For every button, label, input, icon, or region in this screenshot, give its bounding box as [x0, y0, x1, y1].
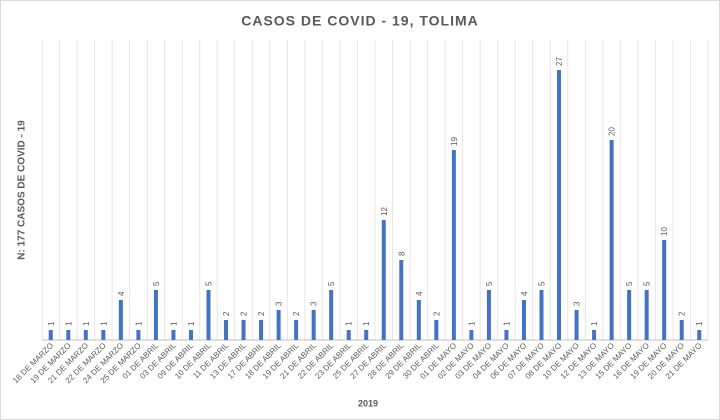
- bar: [679, 320, 684, 340]
- bar: [294, 320, 299, 340]
- value-label: 2: [240, 311, 249, 316]
- bar: [83, 330, 88, 340]
- value-label: 5: [152, 281, 161, 286]
- bar: [364, 330, 369, 340]
- y-axis-label: N: 177 CASOS DE COVID - 19: [17, 120, 28, 260]
- value-label: 3: [310, 301, 319, 306]
- value-label: 2: [257, 311, 266, 316]
- value-label: 2: [432, 311, 441, 316]
- value-label: 19: [450, 137, 459, 146]
- value-label: 12: [380, 207, 389, 216]
- value-label: 4: [415, 291, 424, 296]
- bar: [557, 70, 562, 340]
- bar: [451, 150, 456, 340]
- bar: [206, 290, 211, 340]
- value-label: 1: [99, 321, 108, 326]
- value-label: 5: [538, 281, 547, 286]
- value-label: 1: [502, 321, 511, 326]
- bar: [346, 330, 351, 340]
- bar: [399, 260, 404, 340]
- value-label: 10: [660, 227, 669, 236]
- value-label: 5: [327, 281, 336, 286]
- bar: [118, 300, 123, 340]
- bar: [662, 240, 667, 340]
- bar: [627, 290, 632, 340]
- value-label: 1: [47, 321, 56, 326]
- bar: [434, 320, 439, 340]
- x-axis-label: 2019: [358, 398, 378, 408]
- bar: [504, 330, 509, 340]
- bar: [609, 140, 614, 340]
- bar: [329, 290, 334, 340]
- bar: [259, 320, 264, 340]
- value-label: 5: [625, 281, 634, 286]
- bar: [574, 310, 579, 340]
- value-label: 4: [520, 291, 529, 296]
- bar: [416, 300, 421, 340]
- bar: [224, 320, 229, 340]
- bar: [188, 330, 193, 340]
- bar: [697, 330, 702, 340]
- bar: [153, 290, 158, 340]
- value-label: 27: [555, 57, 564, 66]
- value-label: 5: [205, 281, 214, 286]
- bar: [66, 330, 71, 340]
- value-label: 5: [643, 281, 652, 286]
- value-label: 1: [64, 321, 73, 326]
- bar: [171, 330, 176, 340]
- value-label: 20: [608, 127, 617, 136]
- bar: [136, 330, 141, 340]
- value-label: 1: [467, 321, 476, 326]
- bar: [48, 330, 53, 340]
- bar: [311, 310, 316, 340]
- value-label: 3: [275, 301, 284, 306]
- value-label: 1: [345, 321, 354, 326]
- value-label: 1: [169, 321, 178, 326]
- bar: [521, 300, 526, 340]
- value-label: 4: [117, 291, 126, 296]
- bar: [381, 220, 386, 340]
- bar: [241, 320, 246, 340]
- bar: [101, 330, 106, 340]
- value-label: 2: [222, 311, 231, 316]
- bar: [644, 290, 649, 340]
- bar: [592, 330, 597, 340]
- value-label: 1: [362, 321, 371, 326]
- bar: [469, 330, 474, 340]
- value-label: 3: [573, 301, 582, 306]
- value-label: 5: [485, 281, 494, 286]
- value-label: 2: [678, 311, 687, 316]
- bar: [276, 310, 281, 340]
- value-label: 1: [82, 321, 91, 326]
- value-label: 8: [397, 251, 406, 256]
- chart-title: CASOS DE COVID - 19, TOLIMA: [241, 13, 479, 29]
- bar: [539, 290, 544, 340]
- value-label: 1: [134, 321, 143, 326]
- bar: [486, 290, 491, 340]
- value-label: 1: [590, 321, 599, 326]
- value-label: 2: [292, 311, 301, 316]
- value-label: 1: [695, 321, 704, 326]
- value-label: 1: [187, 321, 196, 326]
